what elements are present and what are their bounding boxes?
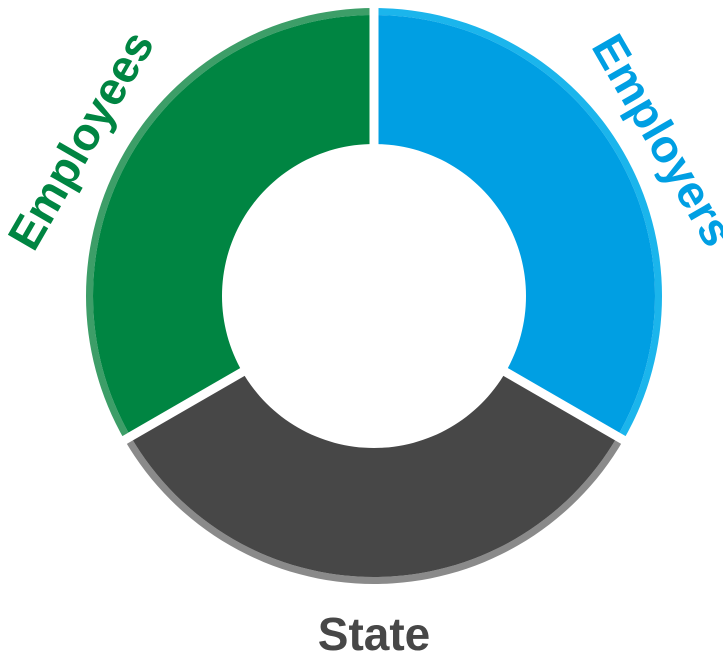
slice-rim-employers [374,8,662,440]
slice-employers [374,15,655,437]
slice-separator [118,366,249,446]
donut-slices [86,4,662,584]
slice-state [130,372,618,577]
slice-rim-employees [86,8,374,440]
slice-employees [93,15,375,437]
slice-label-state: State [318,608,430,660]
slice-separator [499,366,630,446]
